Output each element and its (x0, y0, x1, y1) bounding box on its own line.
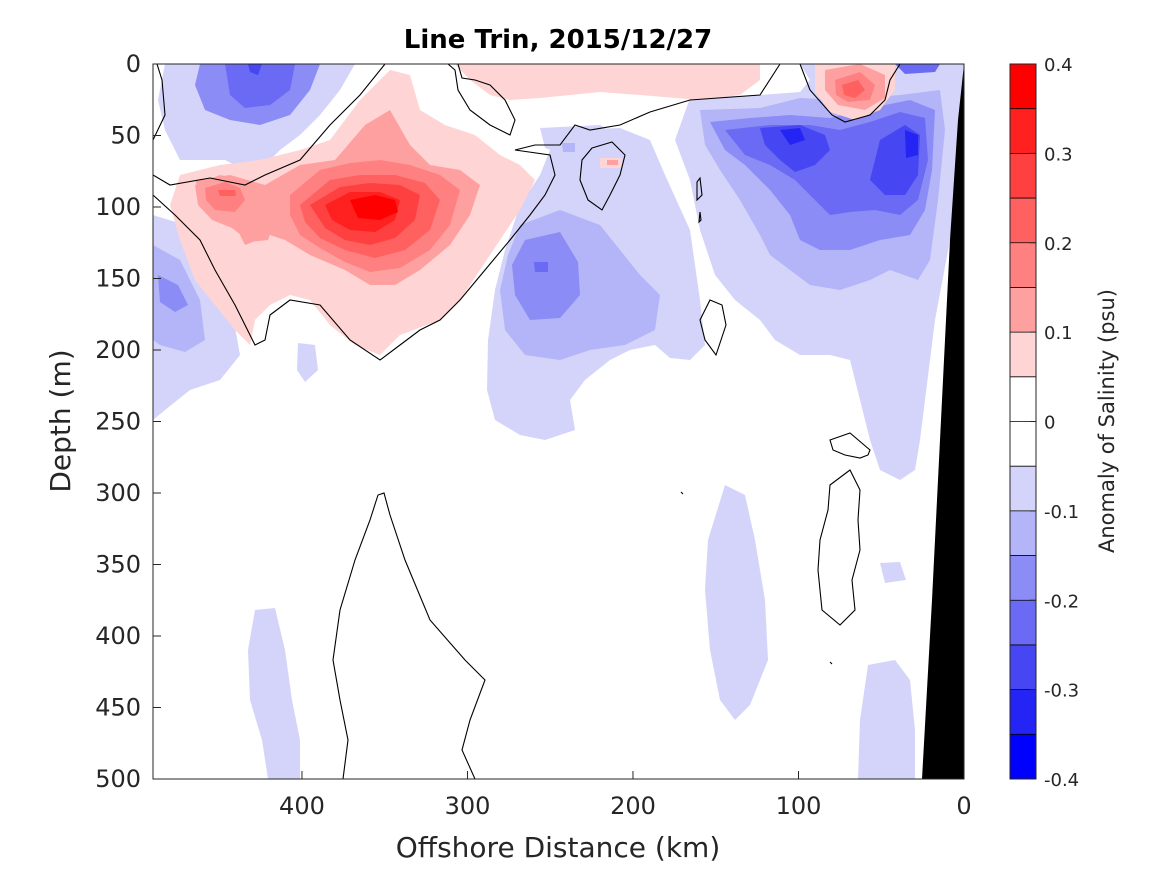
neg-field-speck-1 (297, 343, 318, 382)
colorbar-level (1010, 198, 1036, 243)
colorbar-tick-label: 0.1 (1044, 323, 1073, 344)
colorbar-level (1010, 555, 1036, 601)
neg-field-deep-west (248, 608, 300, 779)
y-tick-label: 400 (95, 622, 141, 650)
y-axis: 0 50 100 150 200 250 300 350 400 450 500 (95, 50, 161, 793)
zero-contour-loop-3 (696, 176, 703, 202)
zero-contour-loop-6 (829, 432, 871, 459)
positive-anomaly-fields (170, 64, 895, 355)
colorbar-level (1010, 466, 1036, 511)
x-axis-label: Offshore Distance (km) (396, 831, 721, 864)
colorbar-level (1010, 510, 1036, 556)
colorbar-level (1010, 153, 1036, 199)
colorbar-tick-label: 0.4 (1044, 55, 1073, 76)
x-tick-label: 400 (279, 792, 325, 820)
negative-anomaly-fields (153, 64, 964, 779)
y-tick-label: 0 (126, 50, 141, 78)
neg-field-mid-upper (540, 125, 620, 155)
y-tick-label: 100 (95, 193, 141, 221)
colorbar-level (1010, 734, 1036, 779)
zero-contour-right-top (799, 64, 901, 123)
colorbar-level (1010, 64, 1036, 109)
neg-field-east-8 (905, 130, 918, 158)
pos-field-surface-right-4 (842, 80, 865, 98)
zero-contour-loop-5 (699, 299, 727, 357)
zero-contour-main (153, 64, 386, 186)
colorbar-level (1010, 376, 1036, 422)
y-tick-label: 50 (110, 122, 141, 150)
neg-field-east-7 (780, 128, 805, 145)
neg-field-mid-west-4 (534, 262, 548, 272)
colorbar-level (1010, 689, 1036, 735)
colorbar-level (1010, 287, 1036, 333)
colorbar-level (1010, 421, 1036, 467)
neg-field-east-5 (760, 125, 830, 172)
x-axis: 400 300 200 100 0 (279, 771, 972, 820)
colorbar-label: Anomaly of Salinity (psu) (1095, 289, 1119, 553)
x-tick-label: 0 (956, 792, 971, 820)
pos-field-mid-7 (350, 195, 398, 220)
x-tick-label: 200 (610, 792, 656, 820)
pos-field-surface-mid (455, 64, 760, 100)
zero-contour-deep-arc (153, 64, 781, 361)
colorbar-ticks: 0.4 0.3 0.2 0.1 0 -0.1 -0.2 -0.3 -0.4 (1030, 55, 1079, 791)
colorbar-tick-label: -0.4 (1044, 770, 1079, 791)
zero-contour-left-top (153, 64, 166, 141)
bathymetry-mask (922, 64, 964, 779)
colorbar-level (1010, 600, 1036, 645)
zero-contour-dot-2 (829, 661, 833, 665)
colorbar-level (1010, 332, 1036, 377)
colorbar-level (1010, 108, 1036, 154)
colorbar-level (1010, 644, 1036, 690)
neg-field-mid-upper-2 (562, 143, 575, 152)
colorbar-tick-label: 0.2 (1044, 234, 1073, 255)
colorbar-tick-label: 0.3 (1044, 144, 1073, 165)
colorbar-tick-label: -0.3 (1044, 681, 1079, 702)
y-tick-label: 500 (95, 765, 141, 793)
colorbar-level (1010, 242, 1036, 288)
y-tick-label: 200 (95, 336, 141, 364)
neg-field-left-edge-3 (158, 275, 188, 312)
zero-contour-loop-1 (447, 64, 516, 136)
y-tick-label: 250 (95, 408, 141, 436)
neg-field-deep-shore (858, 660, 915, 779)
zero-contour-loop-4 (698, 211, 702, 224)
neg-field-deep-east (705, 485, 768, 720)
neg-field-left-surface-4 (248, 64, 262, 75)
neg-field-east-surface (895, 64, 940, 74)
zero-contour-loop-7 (817, 469, 861, 626)
zero-contour-loop-2 (579, 141, 626, 211)
y-tick-label: 450 (95, 694, 141, 722)
pos-field-left-2 (205, 182, 245, 212)
x-tick-label: 300 (445, 792, 491, 820)
zero-contour-deep-spire (332, 492, 486, 779)
x-tick-label: 100 (776, 792, 822, 820)
y-tick-label: 150 (95, 265, 141, 293)
pos-field-left-3 (218, 190, 236, 196)
y-tick-label: 300 (95, 479, 141, 507)
chart-title: Line Trin, 2015/12/27 (404, 25, 712, 55)
zero-contour-dot-1 (680, 491, 684, 495)
colorbar-tick-label: -0.2 (1044, 591, 1079, 612)
pos-field-small-2 (607, 160, 618, 165)
zero-contour-lines (153, 64, 901, 779)
neg-field-mid-west-3 (512, 232, 580, 320)
colorbar-tick-label: -0.1 (1044, 502, 1079, 523)
y-tick-label: 350 (95, 551, 141, 579)
neg-field-left-surface-3 (225, 64, 295, 108)
neg-field-shore-patch (880, 562, 906, 583)
y-axis-label: Depth (m) (44, 349, 77, 492)
colorbar-tick-label: 0 (1044, 413, 1055, 434)
plot-area (153, 64, 964, 779)
